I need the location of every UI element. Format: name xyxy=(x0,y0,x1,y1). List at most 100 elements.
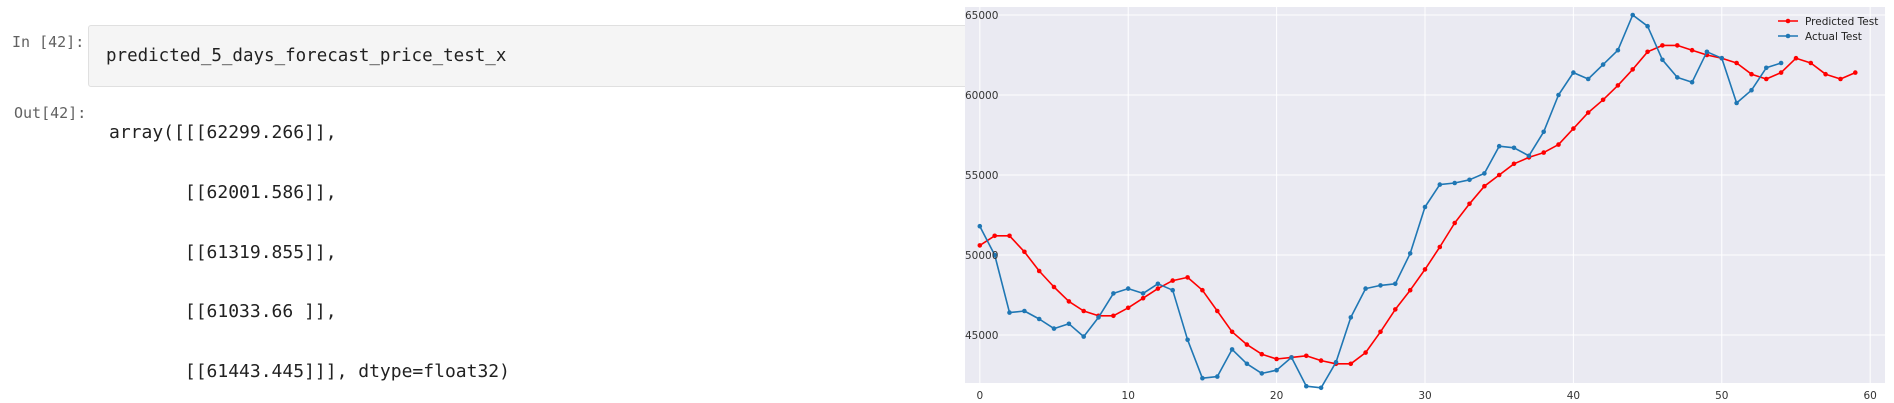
data-point xyxy=(1556,142,1561,147)
data-point xyxy=(1274,367,1279,373)
data-point xyxy=(1749,87,1754,93)
data-point xyxy=(1363,286,1368,291)
data-point xyxy=(1615,83,1621,88)
data-point xyxy=(1511,145,1517,151)
data-point xyxy=(1452,220,1457,226)
output-line: [[61319.855]], xyxy=(109,242,337,263)
data-point xyxy=(1111,313,1116,319)
data-point xyxy=(1422,267,1428,272)
y-tick-label: 55000 xyxy=(965,170,998,182)
data-point xyxy=(1660,57,1665,63)
data-point xyxy=(1437,182,1443,187)
data-point xyxy=(1675,43,1680,48)
y-tick-label: 60000 xyxy=(965,90,998,102)
y-tick-label: 50000 xyxy=(965,250,998,262)
legend-swatch-marker xyxy=(1785,33,1791,39)
forecast-line-chart: 0 10 20 30 40 50 60 45000 50000 55000 60000 65000 P… xyxy=(965,7,1885,402)
data-point xyxy=(1036,316,1042,322)
data-point xyxy=(1496,172,1502,178)
data-point xyxy=(1140,295,1146,301)
data-point xyxy=(1022,249,1027,255)
data-point xyxy=(1125,286,1131,291)
data-point xyxy=(1066,299,1072,304)
data-point xyxy=(1452,180,1457,186)
data-point xyxy=(1482,171,1487,176)
data-point xyxy=(1348,315,1354,320)
x-tick-label: 60 xyxy=(1863,390,1876,402)
data-point xyxy=(1778,60,1784,66)
data-point xyxy=(1200,375,1205,381)
series-line xyxy=(979,44,1856,365)
data-point xyxy=(1170,287,1175,293)
data-point xyxy=(1704,49,1710,55)
data-point xyxy=(1333,359,1339,365)
data-point xyxy=(1215,374,1220,379)
data-point xyxy=(1304,383,1309,389)
x-tick-label: 10 xyxy=(1122,390,1135,402)
data-point xyxy=(1378,329,1383,335)
data-point xyxy=(1007,310,1012,315)
legend: Predicted Test Actual Test xyxy=(1778,16,1878,43)
data-point xyxy=(1051,284,1057,290)
data-point xyxy=(1764,65,1769,71)
data-point xyxy=(1185,275,1190,280)
data-point xyxy=(1764,76,1769,82)
data-point xyxy=(1689,47,1695,53)
data-point xyxy=(1541,150,1546,155)
data-point xyxy=(1081,334,1086,339)
data-point xyxy=(1585,110,1591,115)
data-point xyxy=(1259,371,1265,376)
data-point xyxy=(1007,233,1012,239)
data-point xyxy=(1823,71,1828,77)
data-point xyxy=(1393,281,1398,287)
data-point xyxy=(1749,71,1754,77)
data-point xyxy=(1600,97,1606,103)
data-point xyxy=(1853,70,1858,75)
data-point xyxy=(1170,278,1175,283)
data-point xyxy=(1378,283,1383,288)
data-point xyxy=(1645,23,1650,29)
data-point xyxy=(1600,62,1606,67)
data-point xyxy=(1422,204,1428,210)
data-point xyxy=(1081,308,1086,314)
data-point xyxy=(1793,55,1799,61)
data-point xyxy=(1215,308,1220,314)
data-point xyxy=(1155,281,1161,287)
data-point xyxy=(1066,321,1072,327)
data-point xyxy=(1096,315,1101,320)
data-point xyxy=(1407,251,1413,256)
legend-label: Predicted Test xyxy=(1805,16,1878,28)
data-point xyxy=(1734,100,1739,106)
x-tick-label: 20 xyxy=(1270,390,1283,402)
data-point xyxy=(1304,353,1309,359)
data-point xyxy=(1155,286,1161,291)
data-point xyxy=(1630,67,1635,72)
x-tick-label: 0 xyxy=(976,390,983,402)
data-point xyxy=(1229,347,1235,352)
data-point xyxy=(1719,55,1725,61)
data-point xyxy=(1630,12,1635,18)
data-point xyxy=(1571,126,1576,131)
data-point xyxy=(1274,356,1279,362)
data-point xyxy=(1467,201,1472,207)
output-line: array([[[62299.266]], xyxy=(109,122,337,143)
data-point xyxy=(977,243,983,248)
code-input-text[interactable]: predicted_5_days_forecast_price_test_x xyxy=(106,46,507,66)
data-point xyxy=(1645,49,1650,55)
data-point xyxy=(1348,361,1354,367)
out-prompt: Out[42]: xyxy=(14,104,87,122)
data-point xyxy=(1660,43,1665,48)
data-point xyxy=(992,252,997,258)
data-point xyxy=(1838,76,1843,82)
data-point xyxy=(1318,385,1324,391)
y-tick-label: 45000 xyxy=(965,330,998,342)
data-point xyxy=(1496,143,1502,149)
data-point xyxy=(1556,92,1561,98)
data-point xyxy=(1541,129,1546,135)
x-tick-label: 50 xyxy=(1715,390,1728,402)
x-tick-label: 40 xyxy=(1567,390,1580,402)
data-point xyxy=(1585,76,1591,82)
data-point xyxy=(1689,79,1695,85)
data-point xyxy=(1675,75,1680,80)
code-input-cell[interactable]: predicted_5_days_forecast_price_test_x xyxy=(88,25,988,87)
